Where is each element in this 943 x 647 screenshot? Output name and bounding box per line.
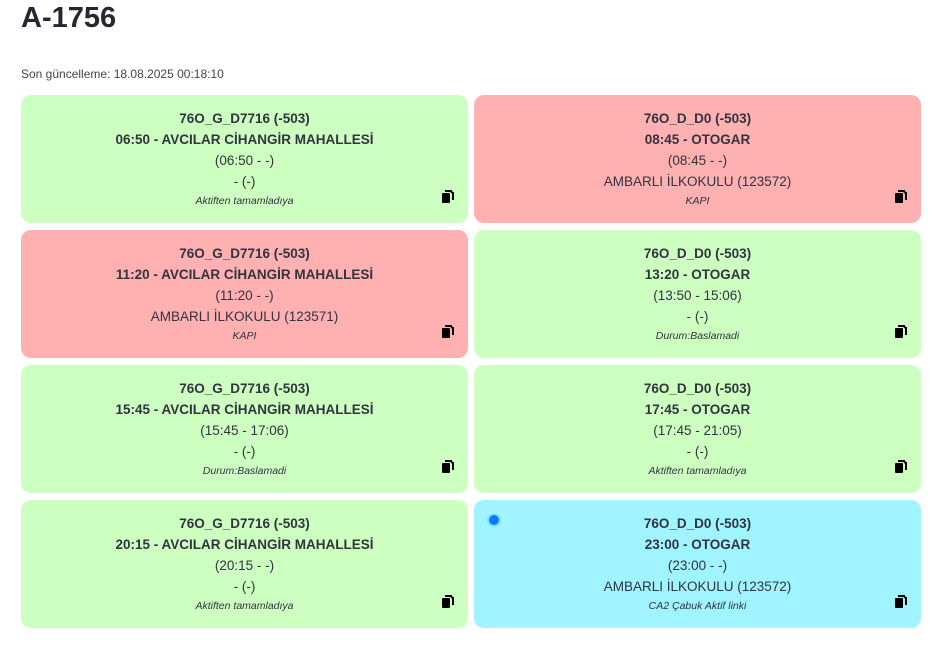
trip-title: 23:00 - OTOGAR <box>644 537 751 552</box>
route-code: 76O_D_D0 (-503) <box>643 246 752 261</box>
current-stop: - (-) <box>686 309 709 324</box>
trip-card[interactable]: 76O_G_D7716 (-503) 15:45 - AVCILAR CİHANG… <box>21 365 468 493</box>
copy-icon[interactable] <box>442 595 454 608</box>
route-code: 76O_G_D7716 (-503) <box>179 111 310 126</box>
trip-card[interactable]: 76O_G_D7716 (-503) 11:20 - AVCILAR CİHANG… <box>21 230 468 358</box>
trip-status-note: Aktiften tamamladıya <box>648 465 747 477</box>
trip-status-note: Aktiften tamamladıya <box>195 195 294 207</box>
copy-icon[interactable] <box>442 460 454 473</box>
trip-title: 08:45 - OTOGAR <box>644 132 751 147</box>
trip-times: (11:20 - -) <box>215 288 274 303</box>
trip-status-note: KAPI <box>685 195 710 207</box>
trip-status-note: CA2 Çabuk Aktif linki <box>648 600 747 612</box>
trip-card[interactable]: 76O_D_D0 (-503) 08:45 - OTOGAR (08:45 - -)… <box>474 95 921 223</box>
trip-card[interactable]: 76O_G_D7716 (-503) 20:15 - AVCILAR CİHANG… <box>21 500 468 628</box>
trip-title: 13:20 - OTOGAR <box>644 267 751 282</box>
trip-status-note: Durum:Baslamadi <box>202 465 287 477</box>
copy-icon[interactable] <box>895 460 907 473</box>
current-stop: AMBARLI İLKOKULU (123572) <box>603 174 792 189</box>
current-stop: AMBARLI İLKOKULU (123572) <box>603 579 792 594</box>
current-stop: - (-) <box>686 444 709 459</box>
trip-title: 15:45 - AVCILAR CİHANGİR MAHALLESİ <box>115 402 374 417</box>
trip-times: (06:50 - -) <box>214 153 275 168</box>
current-stop: AMBARLI İLKOKULU (123571) <box>150 309 339 324</box>
current-stop: - (-) <box>233 174 256 189</box>
trip-times: (20:15 - -) <box>214 558 275 573</box>
trip-card[interactable]: 76O_D_D0 (-503) 23:00 - OTOGAR (23:00 - -)… <box>474 500 921 628</box>
trip-grid: 76O_G_D7716 (-503) 06:50 - AVCILAR CİHANG… <box>21 95 921 628</box>
trip-status-note: Durum:Baslamadi <box>655 330 740 342</box>
copy-icon[interactable] <box>895 190 907 203</box>
route-code: 76O_D_D0 (-503) <box>643 381 752 396</box>
copy-icon[interactable] <box>442 190 454 203</box>
route-code: 76O_G_D7716 (-503) <box>179 516 310 531</box>
trip-title: 20:15 - AVCILAR CİHANGİR MAHALLESİ <box>115 537 374 552</box>
current-stop: - (-) <box>233 444 256 459</box>
copy-icon[interactable] <box>895 325 907 338</box>
copy-icon[interactable] <box>895 595 907 608</box>
route-code: 76O_D_D0 (-503) <box>643 516 752 531</box>
trip-card[interactable]: 76O_G_D7716 (-503) 06:50 - AVCILAR CİHANG… <box>21 95 468 223</box>
current-stop: - (-) <box>233 579 256 594</box>
active-indicator-dot <box>489 515 499 525</box>
trip-times: (15:45 - 17:06) <box>200 423 289 438</box>
trip-title: 17:45 - OTOGAR <box>644 402 751 417</box>
trip-card[interactable]: 76O_D_D0 (-503) 17:45 - OTOGAR (17:45 - 21… <box>474 365 921 493</box>
copy-icon[interactable] <box>442 325 454 338</box>
route-code: 76O_D_D0 (-503) <box>643 111 752 126</box>
trip-status-note: Aktiften tamamladıya <box>195 600 294 612</box>
route-code: 76O_G_D7716 (-503) <box>179 381 310 396</box>
trip-times: (23:00 - -) <box>667 558 728 573</box>
last-updated: Son güncelleme: 18.08.2025 00:18:10 <box>21 67 224 81</box>
route-code: 76O_G_D7716 (-503) <box>179 246 310 261</box>
trip-title: 11:20 - AVCILAR CİHANGİR MAHALLESİ <box>115 267 374 282</box>
trip-status-note: KAPI <box>232 330 257 342</box>
page-title: A-1756 <box>21 2 117 34</box>
trip-times: (13:50 - 15:06) <box>653 288 742 303</box>
trip-times: (17:45 - 21:05) <box>653 423 742 438</box>
trip-title: 06:50 - AVCILAR CİHANGİR MAHALLESİ <box>115 132 374 147</box>
trip-card[interactable]: 76O_D_D0 (-503) 13:20 - OTOGAR (13:50 - 15… <box>474 230 921 358</box>
trip-times: (08:45 - -) <box>667 153 728 168</box>
